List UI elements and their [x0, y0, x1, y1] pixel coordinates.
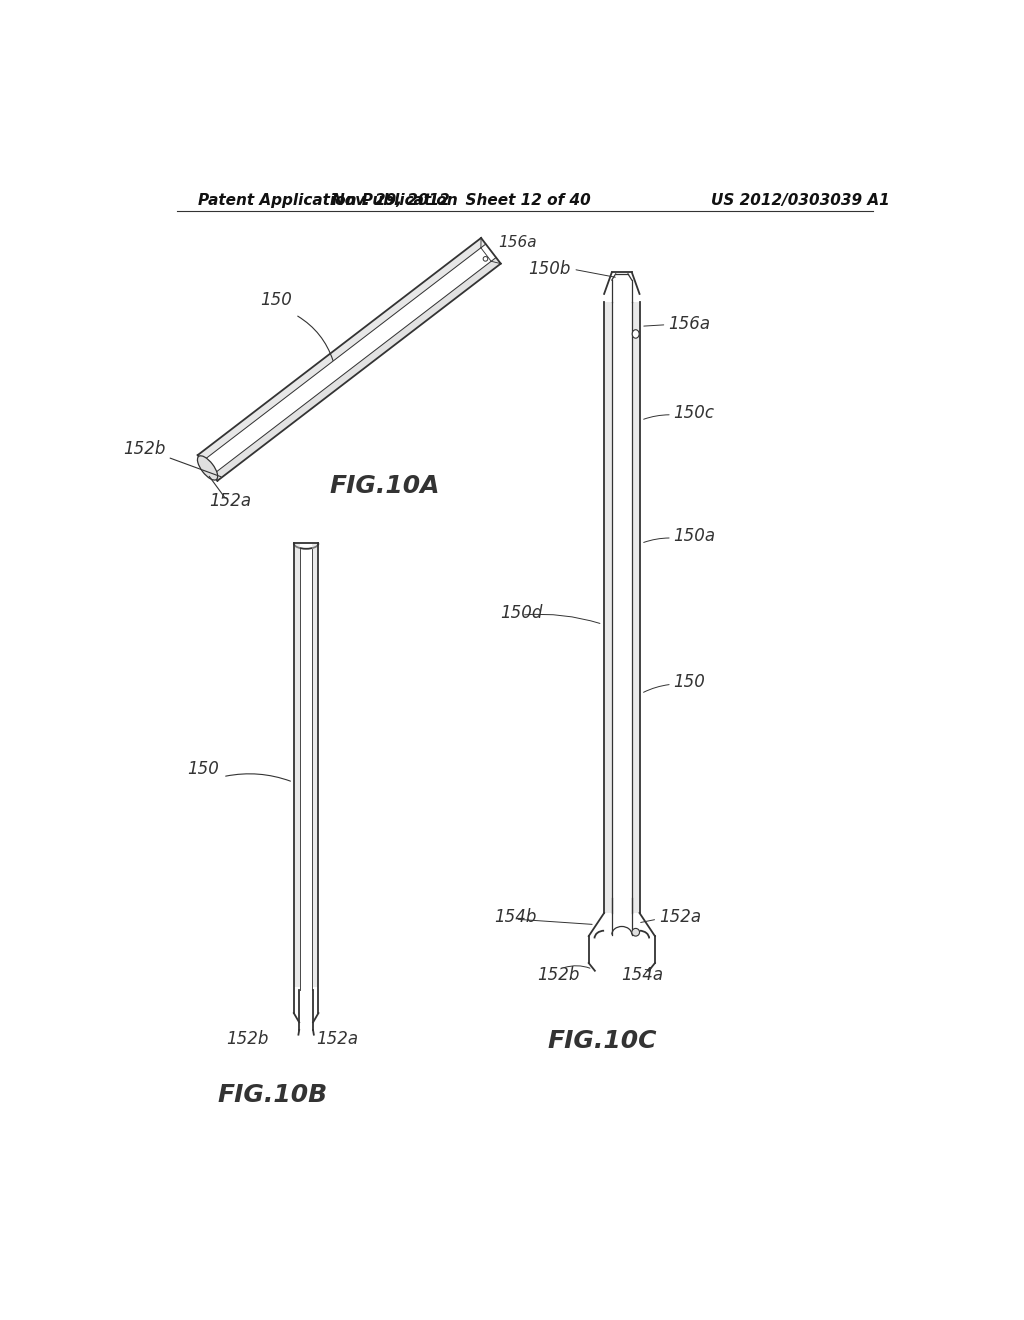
- Text: FIG.10A: FIG.10A: [330, 474, 440, 499]
- Ellipse shape: [632, 330, 639, 338]
- Text: 150c: 150c: [674, 404, 715, 421]
- Text: 156a: 156a: [499, 235, 538, 249]
- Text: 150a: 150a: [674, 527, 716, 545]
- Text: FIG.10C: FIG.10C: [548, 1028, 657, 1053]
- Text: 154b: 154b: [494, 908, 537, 925]
- Text: Nov. 29, 2012   Sheet 12 of 40: Nov. 29, 2012 Sheet 12 of 40: [332, 193, 591, 209]
- Text: 152b: 152b: [537, 966, 580, 983]
- Text: 150: 150: [187, 760, 219, 779]
- Circle shape: [632, 928, 640, 936]
- Text: US 2012/0303039 A1: US 2012/0303039 A1: [711, 193, 890, 209]
- Text: 152a: 152a: [658, 908, 700, 925]
- Text: 154a: 154a: [622, 966, 664, 983]
- Text: 156a: 156a: [668, 315, 711, 333]
- Text: 152b: 152b: [123, 440, 165, 458]
- Text: 152a: 152a: [210, 492, 252, 511]
- Polygon shape: [213, 257, 501, 480]
- Text: 150: 150: [674, 673, 706, 690]
- Polygon shape: [198, 238, 485, 461]
- Text: 150b: 150b: [528, 260, 571, 277]
- Text: 150: 150: [260, 292, 292, 309]
- Text: FIG.10B: FIG.10B: [218, 1082, 328, 1106]
- Text: 150d: 150d: [500, 603, 543, 622]
- Bar: [632, 302, 640, 913]
- Text: 152b: 152b: [226, 1030, 268, 1048]
- Bar: [312, 544, 318, 987]
- Ellipse shape: [198, 455, 218, 480]
- Circle shape: [483, 256, 487, 261]
- Text: 152a: 152a: [315, 1030, 358, 1048]
- Bar: [604, 302, 611, 913]
- Text: Patent Application Publication: Patent Application Publication: [199, 193, 458, 209]
- Bar: [294, 544, 300, 987]
